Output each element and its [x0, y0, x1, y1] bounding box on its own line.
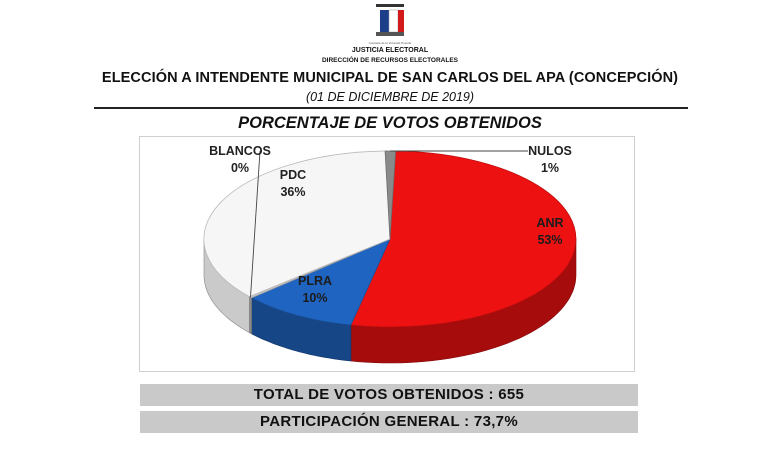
label-pdc: PDC 36% [268, 167, 318, 201]
svg-text:Custodia de la Voluntad Popula: Custodia de la Voluntad Popular [369, 41, 412, 45]
leader-line-blancos [250, 150, 261, 298]
justicia-electoral-logo: Custodia de la Voluntad Popular [362, 2, 418, 50]
label-blancos-name: BLANCOS [209, 144, 271, 158]
label-nulos-value: 1% [540, 161, 560, 175]
title-divider [94, 107, 688, 109]
label-pdc-name: PDC [279, 168, 307, 182]
slice-anr [350, 150, 577, 328]
label-plra: PLRA 10% [290, 273, 340, 307]
slice-side-blancos [249, 296, 252, 335]
total-votes-bar: TOTAL DE VOTOS OBTENIDOS : 655 [140, 384, 638, 406]
slice-pdc [203, 150, 391, 298]
label-nulos: NULOS 1% [520, 143, 580, 177]
label-anr-value: 53% [537, 233, 563, 247]
label-pdc-value: 36% [280, 185, 306, 199]
chart-title: PORCENTAJE DE VOTOS OBTENIDOS [238, 114, 542, 132]
label-anr: ANR 53% [520, 215, 580, 249]
pie-chart [203, 150, 577, 364]
page-title: ELECCIÓN A INTENDENTE MUNICIPAL DE SAN C… [101, 70, 679, 86]
label-blancos: BLANCOS 0% [200, 143, 280, 177]
label-nulos-name: NULOS [528, 144, 572, 158]
department-name: DIRECCIÓN DE RECURSOS ELECTORALES [321, 57, 459, 64]
label-plra-name: PLRA [297, 274, 333, 288]
chart-plot-area: BLANCOS 0% PDC 36% NULOS 1% ANR 53% PLRA… [139, 136, 635, 372]
participation-bar: PARTICIPACIÓN GENERAL : 73,7% [140, 411, 638, 433]
label-blancos-value: 0% [230, 161, 250, 175]
label-anr-name: ANR [536, 216, 564, 230]
election-date: (01 DE DICIEMBRE DE 2019) [305, 90, 475, 104]
org-name: JUSTICIA ELECTORAL [351, 47, 429, 54]
slice-plra [250, 238, 391, 326]
label-plra-value: 10% [302, 291, 328, 305]
